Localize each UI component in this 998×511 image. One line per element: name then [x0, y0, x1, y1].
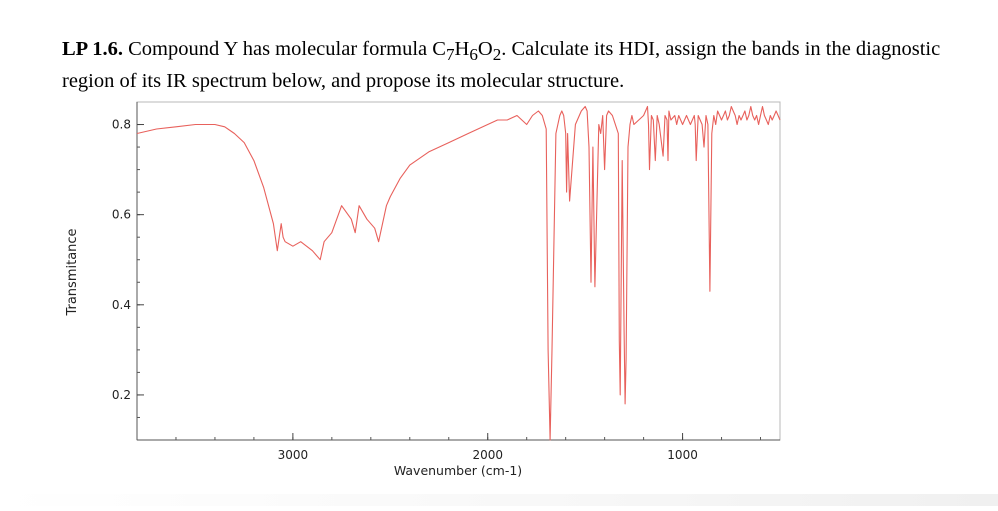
problem-statement: LP 1.6. Compound Y has molecular formula… — [62, 36, 987, 95]
subscript-c: 7 — [445, 45, 455, 65]
y-tick-label: 0.6 — [112, 208, 131, 222]
spectrum-series-line — [136, 105, 781, 441]
y-tick-label: 0.4 — [112, 298, 131, 312]
y-ticks: 0.8 0.6 0.4 0.2 — [112, 118, 144, 418]
subscript-o: 2 — [492, 45, 502, 65]
x-tick-label: 1000 — [667, 448, 698, 462]
formula-o: O — [477, 38, 493, 60]
y-tick-label: 0.2 — [112, 388, 131, 402]
problem-text-b: . Calculate its HDI, assign the bands in… — [62, 38, 941, 93]
page-bottom-edge — [0, 494, 998, 506]
y-tick-label: 0.8 — [112, 118, 131, 132]
x-tick-label: 3000 — [278, 448, 309, 462]
formula-h: H — [454, 38, 470, 60]
subscript-h: 6 — [469, 45, 478, 65]
problem-text-a: Compound Y has molecular formula C — [122, 38, 446, 60]
x-tick-label: 2000 — [472, 448, 503, 462]
x-ticks: 3000 2000 1000 — [136, 433, 762, 462]
x-axis-label: Wavenumber (cm-1) — [394, 463, 522, 478]
plot-frame — [136, 101, 781, 441]
problem-label: LP 1.6. — [62, 38, 123, 60]
y-axis-label: Transmitance — [65, 228, 80, 316]
